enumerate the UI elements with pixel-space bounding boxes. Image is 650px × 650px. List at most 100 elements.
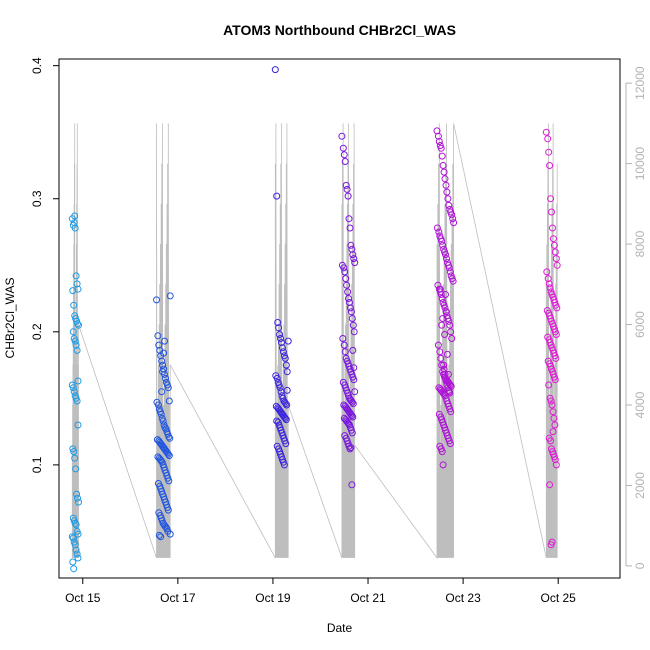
data-point [71,224,79,232]
data-point [165,397,173,405]
data-point [276,384,284,392]
data-point [447,328,455,336]
data-point [281,414,289,422]
data-point [348,398,356,406]
data-point [73,280,81,288]
x-tick-label: Oct 25 [541,591,577,605]
y2-tick-label: 12000 [633,66,647,100]
data-point [438,448,446,456]
data-point [441,331,449,338]
data-point [345,420,352,428]
data-point [72,341,80,349]
data-point [339,335,347,342]
data-point [70,219,78,227]
data-point [550,241,558,249]
data-point [448,335,456,342]
data-points [68,66,561,573]
data-point [340,151,348,159]
data-point [155,531,163,539]
data-point [544,135,552,143]
data-point [552,354,560,362]
data-point [341,158,349,165]
data-point [549,428,557,436]
data-point [445,201,453,209]
x-axis: Oct 15 Oct 17 Oct 19 Oct 21 Oct 23 Oct 25 [65,578,576,605]
data-point [448,211,456,219]
data-point [71,337,79,345]
data-point [439,241,447,249]
data-point [545,280,553,288]
y-tick-label: 0.3 [30,190,44,207]
data-point [348,481,356,489]
data-point [281,354,289,362]
data-point [278,344,286,352]
data-point [345,215,353,223]
data-point [69,558,77,566]
data-point [280,461,288,469]
data-point [70,448,78,456]
y2-tick-label: 4000 [633,391,647,418]
data-point [435,138,443,145]
data-point [70,565,78,573]
data-point [157,410,165,418]
data-point [73,490,81,498]
data-point [71,454,79,462]
data-point [283,368,291,376]
data-point [347,241,355,249]
series-6 [542,128,561,549]
data-point [343,281,351,289]
data-point [442,291,449,298]
data-point [443,255,450,263]
data-point [349,251,357,259]
data-point [441,175,449,183]
data-point [344,192,352,200]
series-3 [271,66,292,469]
x-tick-label: Oct 23 [445,591,481,605]
data-point [159,361,167,369]
data-point [271,66,279,74]
data-point [553,261,561,269]
data-point [445,264,453,272]
data-point [438,321,446,329]
data-point [339,144,347,152]
data-point [164,450,172,458]
data-point [442,377,450,385]
data-point [164,506,172,514]
data-point [157,457,165,465]
data-point [348,412,356,420]
data-point [434,132,442,140]
data-point [440,168,448,176]
y2-tick-label: 10000 [633,147,647,181]
data-point [282,440,290,448]
data-point [273,374,281,382]
y2-tick-label: 6000 [633,311,647,338]
y-tick-label: 0.4 [30,57,44,74]
y2-axis: 0 2000 4000 6000 8000 10000 12000 [625,66,647,569]
data-point [551,456,559,464]
data-point [446,321,454,329]
data-point [551,376,559,384]
data-point [74,421,82,429]
data-point [347,308,355,316]
series-5 [433,127,458,469]
data-point [70,388,78,396]
series-4 [338,132,359,489]
data-point [347,444,355,452]
data-point [444,370,452,378]
data-point [441,304,449,312]
data-point [72,465,80,473]
data-point [159,368,167,376]
data-point [351,388,359,396]
data-point [546,162,554,169]
data-point [443,350,451,358]
data-point [282,416,290,424]
data-point [75,321,82,329]
data-point [434,341,442,349]
plot-frame [58,58,621,579]
data-point [283,401,291,409]
y-tick-label: 0.2 [30,323,44,340]
data-point [273,192,281,200]
data-point [72,546,80,554]
data-point [444,195,452,203]
data-point [442,251,449,259]
